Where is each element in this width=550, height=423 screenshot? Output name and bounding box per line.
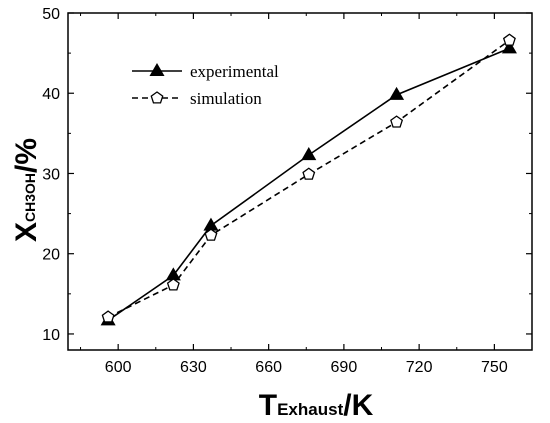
y-tick-label: 40 <box>42 86 60 103</box>
simulation-point <box>502 33 516 46</box>
simulation-point <box>390 115 404 128</box>
plot-frame <box>67 12 533 351</box>
series-layer <box>100 33 517 326</box>
experimental-point <box>301 147 317 161</box>
legend-label-simulation: simulation <box>190 89 262 108</box>
x-tick-label: 750 <box>481 359 508 376</box>
simulation-point <box>101 310 115 323</box>
simulation-point <box>302 167 316 180</box>
y-tick-label: 20 <box>42 247 60 264</box>
experimental-line <box>107 47 510 321</box>
y-tick-label: 10 <box>42 327 60 344</box>
legend-label-experimental: experimental <box>190 62 279 81</box>
y-axis-label: XCH3OH/% <box>10 138 43 242</box>
experimental-point <box>389 86 405 100</box>
simulation-point <box>204 228 218 241</box>
legend-marker-experimental <box>149 62 165 77</box>
legend-marker-simulation <box>150 91 164 104</box>
experimental-point <box>203 217 219 231</box>
x-tick-label: 660 <box>255 359 282 376</box>
axes <box>67 12 533 351</box>
x-tick-label: 630 <box>180 359 207 376</box>
experimental-point <box>501 40 517 54</box>
simulation-line <box>107 39 510 318</box>
y-tick-label: 30 <box>42 166 60 183</box>
simulation-point <box>166 278 180 291</box>
tick-labels: 600 630 660 690 720 750 10 20 30 40 50 <box>42 6 508 376</box>
y-tick-label: 50 <box>42 6 60 23</box>
x-tick-label: 690 <box>331 359 358 376</box>
x-axis-label: TExhaust/K <box>259 389 374 422</box>
series-simulation <box>101 33 516 323</box>
x-tick-label: 600 <box>105 359 132 376</box>
legend: experimental simulation <box>132 62 279 108</box>
x-tick-label: 720 <box>406 359 433 376</box>
tick-marks <box>68 12 533 350</box>
series-experimental <box>100 40 517 326</box>
